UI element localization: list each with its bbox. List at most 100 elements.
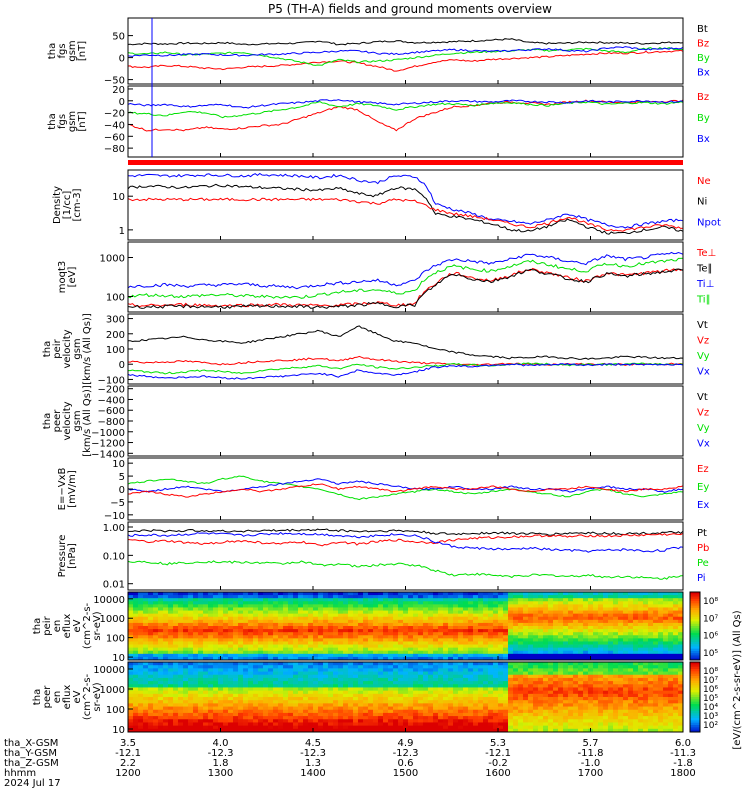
spectrogram-cell xyxy=(593,656,599,661)
spectrogram-cell xyxy=(438,598,444,602)
spectrogram-cell xyxy=(143,622,149,627)
spectrogram-cell xyxy=(418,706,424,711)
spectrogram-cell xyxy=(548,674,554,679)
spectrogram-cell xyxy=(363,697,369,701)
spectrogram-cell xyxy=(443,716,449,720)
spectrogram-cell xyxy=(138,656,144,661)
spectrogram-cell xyxy=(238,653,244,658)
spectrogram-cell xyxy=(528,687,534,692)
spectrogram-cell xyxy=(658,644,664,649)
spectrogram-cell xyxy=(543,622,549,627)
spectrogram-cell xyxy=(323,700,329,704)
spectrogram-cell xyxy=(318,681,324,685)
spectrogram-cell xyxy=(488,728,494,733)
spectrogram-cell xyxy=(543,607,549,611)
spectrogram-cell xyxy=(643,638,649,642)
spectrogram-cell xyxy=(188,709,194,714)
spectrogram-cell xyxy=(573,641,579,645)
spectrogram-cell xyxy=(463,604,469,608)
spectrogram-cell xyxy=(578,629,584,633)
spectrogram-cell xyxy=(418,610,424,615)
spectrogram-cell xyxy=(203,722,209,727)
spectrogram-cell xyxy=(518,616,524,621)
spectrogram-cell xyxy=(648,725,654,730)
spectrogram-cell xyxy=(348,598,354,602)
spectrogram-cell xyxy=(208,674,214,679)
spectrogram-cell xyxy=(548,716,554,720)
spectrogram-cell xyxy=(458,641,464,645)
spectrogram-cell xyxy=(273,638,279,642)
spectrogram-cell xyxy=(143,703,149,707)
spectrogram-cell xyxy=(243,674,249,679)
spectrogram-cell xyxy=(443,641,449,645)
spectrogram-cell xyxy=(288,716,294,720)
spectrogram-cell xyxy=(583,656,589,661)
spectrogram-cell xyxy=(283,592,289,596)
spectrogram-cell xyxy=(208,681,214,685)
spectrogram-cell xyxy=(138,653,144,658)
spectrogram-cell xyxy=(173,598,179,602)
spectrogram-cell xyxy=(323,668,329,672)
spectrogram-cell xyxy=(153,716,159,720)
spectrogram-cell xyxy=(188,604,194,608)
spectrogram-cell xyxy=(173,601,179,605)
spectrogram-cell xyxy=(543,668,549,672)
spectrogram-cell xyxy=(368,725,374,730)
spectrogram-cell xyxy=(638,610,644,615)
spectrogram-cell xyxy=(608,677,614,682)
y-axis-label: eV xyxy=(72,619,83,632)
spectrogram-cell xyxy=(613,693,619,698)
spectrogram-cell xyxy=(403,604,409,608)
spectrogram-cell xyxy=(453,595,459,599)
spectrogram-cell xyxy=(138,716,144,720)
spectrogram-cell xyxy=(643,716,649,720)
spectrogram-cell xyxy=(463,681,469,685)
spectrogram-cell xyxy=(628,647,634,652)
spectrogram-cell xyxy=(358,681,364,685)
spectrogram-cell xyxy=(518,719,524,723)
spectrogram-cell xyxy=(648,592,654,596)
spectrogram-cell xyxy=(198,607,204,611)
spectrogram-cell xyxy=(128,629,134,633)
spectrogram-cell xyxy=(593,719,599,723)
spectrogram-cell xyxy=(323,650,329,655)
spectrogram-cell xyxy=(493,647,499,652)
spectrogram-cell xyxy=(498,650,504,655)
spectrogram-cell xyxy=(168,712,174,717)
spectrogram-cell xyxy=(158,725,164,730)
spectrogram-cell xyxy=(468,700,474,704)
spectrogram-cell xyxy=(308,604,314,608)
spectrogram-cell xyxy=(288,709,294,714)
spectrogram-cell xyxy=(583,725,589,730)
spectrogram-cell xyxy=(283,725,289,730)
spectrogram-cell xyxy=(208,706,214,711)
spectrogram-cell xyxy=(478,700,484,704)
spectrogram-cell xyxy=(603,601,609,605)
spectrogram-cell xyxy=(348,712,354,717)
spectrogram-cell xyxy=(648,619,654,624)
spectrogram-cell xyxy=(523,671,529,676)
spectrogram-cell xyxy=(503,632,509,636)
spectrogram-cell xyxy=(613,677,619,682)
spectrogram-cell xyxy=(228,728,234,733)
spectrogram-cell xyxy=(473,650,479,655)
spectrogram-cell xyxy=(578,668,584,672)
spectrogram-cell xyxy=(168,598,174,602)
spectrogram-cell xyxy=(408,644,414,649)
spectrogram-cell xyxy=(143,595,149,599)
spectrogram-cell xyxy=(643,592,649,596)
spectrogram-cell xyxy=(183,638,189,642)
spectrogram-cell xyxy=(308,641,314,645)
spectrogram-cell xyxy=(618,635,624,639)
spectrogram-cell xyxy=(513,665,519,669)
spectrogram-cell xyxy=(348,674,354,679)
spectrogram-cell xyxy=(513,725,519,730)
spectrogram-cell xyxy=(308,598,314,602)
spectrogram-cell xyxy=(333,598,339,602)
spectrogram-cell xyxy=(308,662,314,666)
spectrogram-cell xyxy=(268,719,274,723)
spectrogram-cell xyxy=(343,706,349,711)
spectrogram-cell xyxy=(538,719,544,723)
spectrogram-cell xyxy=(438,674,444,679)
spectrogram-cell xyxy=(403,622,409,627)
